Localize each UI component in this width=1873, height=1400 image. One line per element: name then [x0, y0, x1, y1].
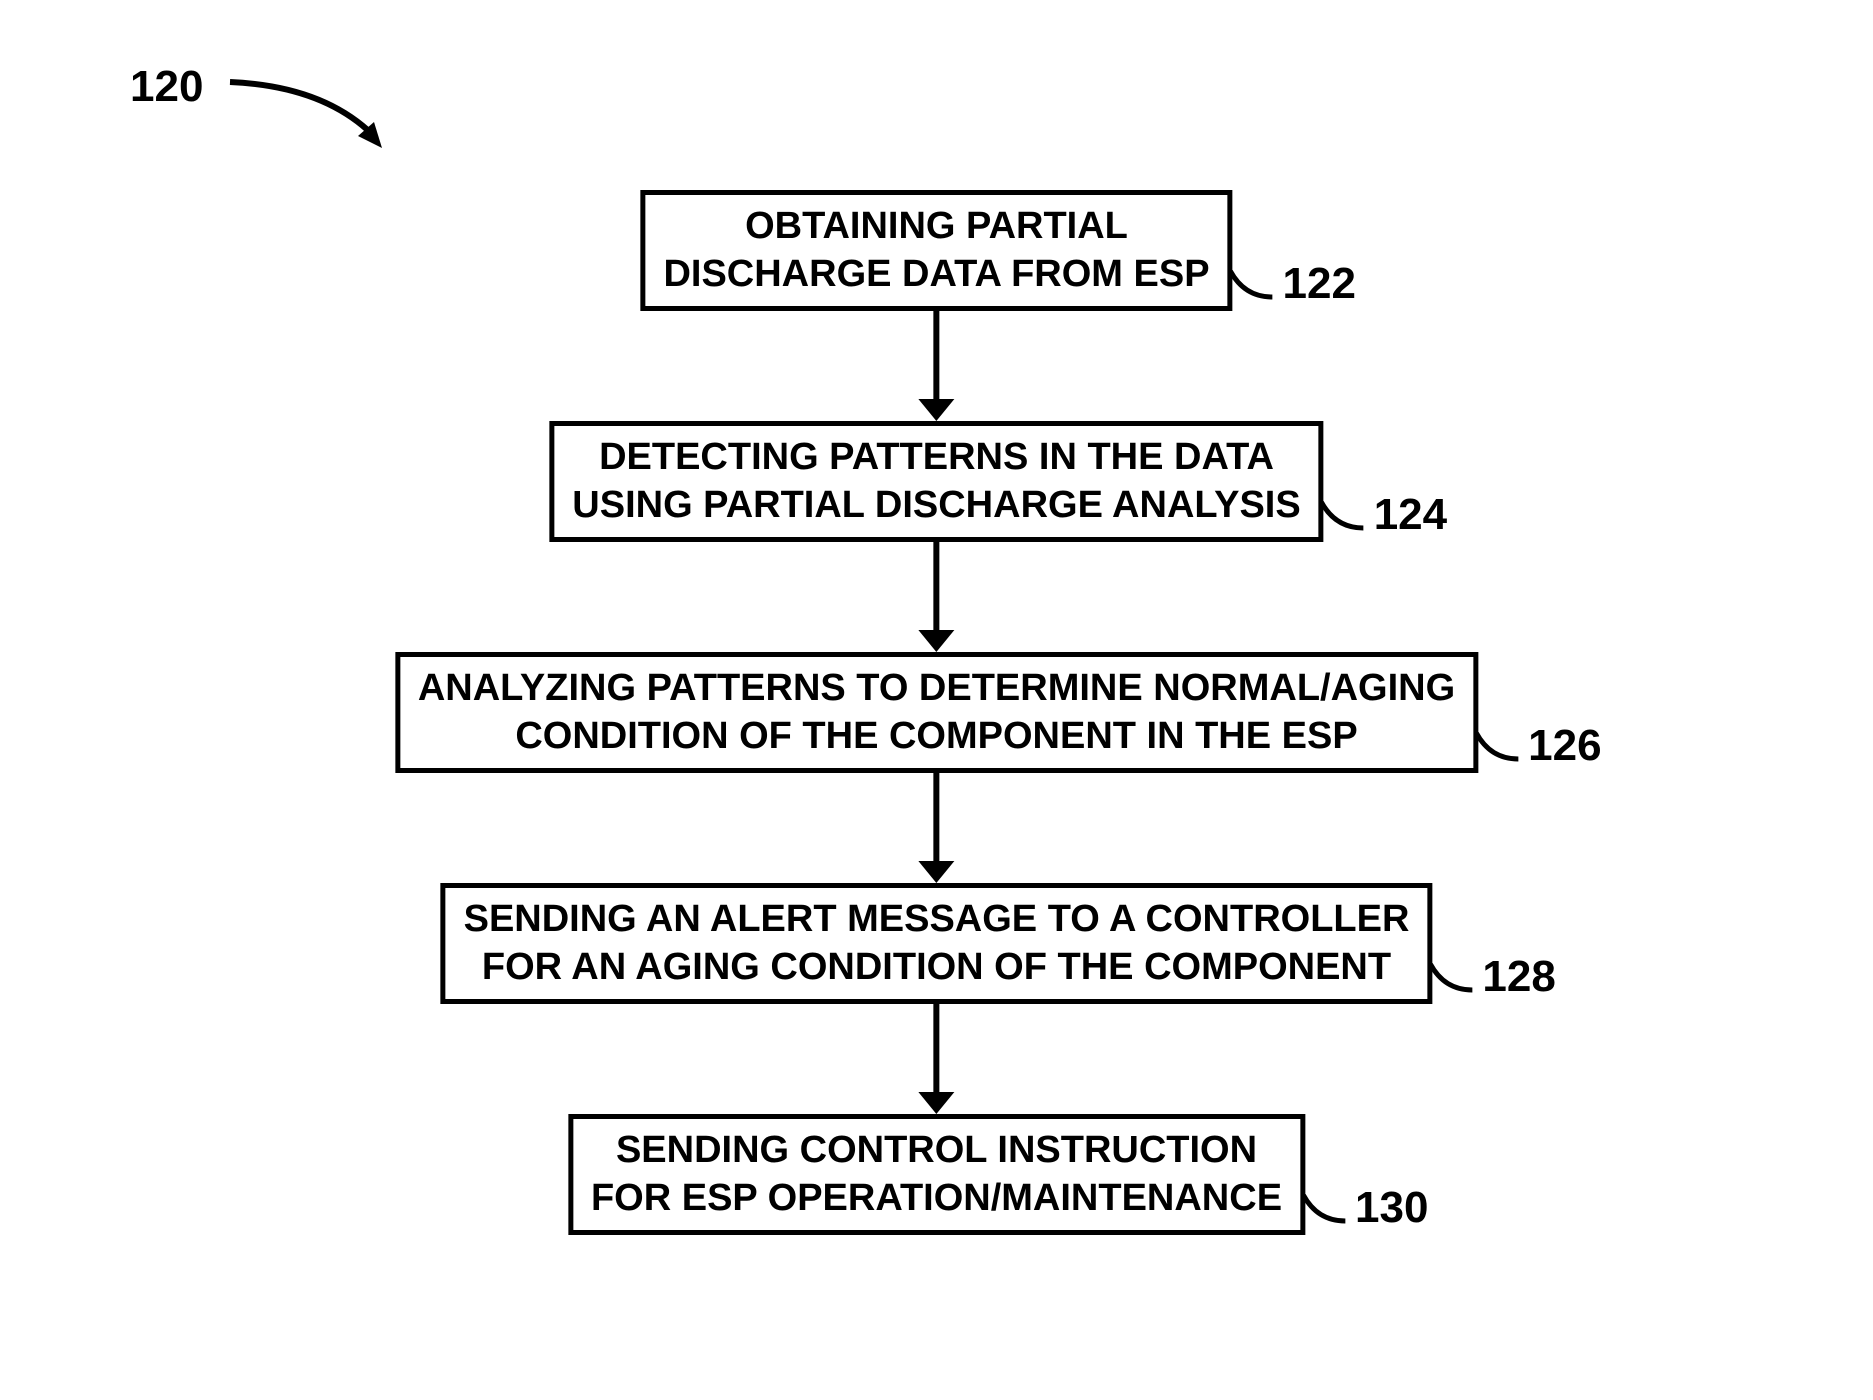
chevron-down-icon	[919, 399, 955, 421]
flow-step-label: 124	[1374, 490, 1447, 540]
flow-step-box: DETECTING PATTERNS IN THE DATA USING PAR…	[549, 421, 1323, 542]
flow-step: OBTAINING PARTIAL DISCHARGE DATA FROM ES…	[640, 190, 1232, 421]
flow-connector-line	[934, 773, 940, 861]
flow-step-box: ANALYZING PATTERNS TO DETERMINE NORMAL/A…	[395, 652, 1478, 773]
flow-step-row: SENDING CONTROL INSTRUCTION FOR ESP OPER…	[568, 1114, 1305, 1235]
flow-step-box: SENDING AN ALERT MESSAGE TO A CONTROLLER…	[441, 883, 1433, 1004]
callout-hook-icon	[1474, 729, 1522, 763]
flow-step-row: ANALYZING PATTERNS TO DETERMINE NORMAL/A…	[395, 652, 1478, 773]
flow-connector	[919, 311, 955, 421]
flow-step-text-line1: OBTAINING PARTIAL	[745, 205, 1128, 247]
flow-step-text-line1: DETECTING PATTERNS IN THE DATA	[599, 436, 1274, 478]
callout-hook-icon	[1428, 960, 1476, 994]
flow-step-label: 122	[1283, 259, 1356, 309]
chevron-down-icon	[919, 861, 955, 883]
flow-step-box: OBTAINING PARTIAL DISCHARGE DATA FROM ES…	[640, 190, 1232, 311]
flow-step-label: 128	[1482, 952, 1555, 1002]
figure-number-label: 120	[130, 62, 203, 112]
flow-step-callout: 122	[1229, 259, 1356, 309]
chevron-down-icon	[919, 1092, 955, 1114]
flow-connector	[918, 542, 954, 652]
flow-step-callout: 130	[1301, 1183, 1428, 1233]
flow-step-callout: 124	[1320, 490, 1447, 540]
flow-step-text-line2: DISCHARGE DATA FROM ESP	[663, 253, 1209, 295]
callout-hook-icon	[1320, 498, 1368, 532]
flow-step: DETECTING PATTERNS IN THE DATA USING PAR…	[549, 421, 1323, 652]
flow-connector-line	[934, 1004, 940, 1092]
flow-step-label: 126	[1528, 721, 1601, 771]
flow-step-callout: 126	[1474, 721, 1601, 771]
chevron-down-icon	[918, 630, 954, 652]
flow-step-text-line1: ANALYZING PATTERNS TO DETERMINE NORMAL/A…	[418, 667, 1455, 709]
flow-step: SENDING AN ALERT MESSAGE TO A CONTROLLER…	[441, 883, 1433, 1114]
flow-step-row: OBTAINING PARTIAL DISCHARGE DATA FROM ES…	[640, 190, 1232, 311]
flow-step-box: SENDING CONTROL INSTRUCTION FOR ESP OPER…	[568, 1114, 1305, 1235]
flow-step: ANALYZING PATTERNS TO DETERMINE NORMAL/A…	[395, 652, 1478, 883]
flow-step-row: SENDING AN ALERT MESSAGE TO A CONTROLLER…	[441, 883, 1433, 1004]
flow-step-text-line1: SENDING AN ALERT MESSAGE TO A CONTROLLER	[464, 898, 1410, 940]
flow-step-label: 130	[1355, 1183, 1428, 1233]
flow-connector	[919, 773, 955, 883]
flow-step-callout: 128	[1428, 952, 1555, 1002]
flowchart: OBTAINING PARTIAL DISCHARGE DATA FROM ES…	[395, 190, 1478, 1235]
flow-step-text-line1: SENDING CONTROL INSTRUCTION	[616, 1129, 1257, 1171]
callout-hook-icon	[1301, 1191, 1349, 1225]
flow-step-text-line2: FOR AN AGING CONDITION OF THE COMPONENT	[482, 946, 1391, 988]
flow-step-row: DETECTING PATTERNS IN THE DATA USING PAR…	[549, 421, 1323, 542]
figure-number-arrow	[224, 76, 394, 156]
flow-step: SENDING CONTROL INSTRUCTION FOR ESP OPER…	[568, 1114, 1305, 1235]
flow-connector-line	[934, 311, 940, 399]
flow-step-text-line2: CONDITION OF THE COMPONENT IN THE ESP	[515, 715, 1357, 757]
callout-hook-icon	[1229, 267, 1277, 301]
flow-connector-line	[933, 542, 939, 630]
flow-connector	[919, 1004, 955, 1114]
flow-step-text-line2: USING PARTIAL DISCHARGE ANALYSIS	[572, 484, 1300, 526]
flow-step-text-line2: FOR ESP OPERATION/MAINTENANCE	[591, 1177, 1282, 1219]
